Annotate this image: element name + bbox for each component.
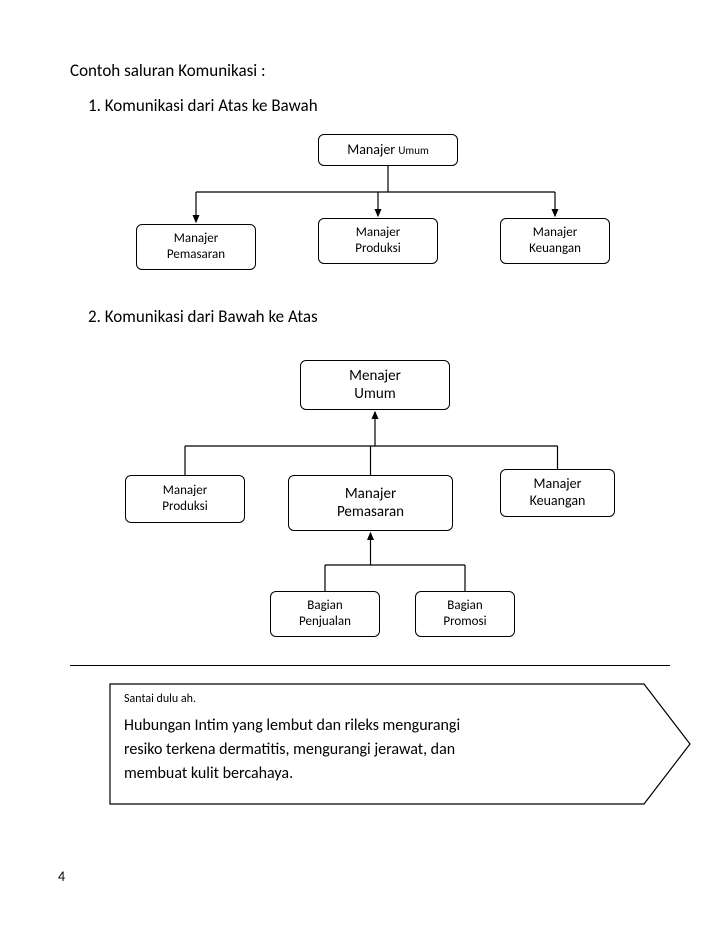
org-node: MenajerUmum bbox=[300, 360, 450, 410]
section1-heading: 1. Komunikasi dari Atas ke Bawah bbox=[88, 95, 670, 116]
page-number: 4 bbox=[58, 868, 65, 885]
diagram-top-down: Manajer Umum ManajerPemasaran ManajerProdu… bbox=[70, 124, 670, 284]
section2-heading: 2. Komunikasi dari Bawah ke Atas bbox=[88, 306, 670, 327]
callout-body-text: Hubungan Intim yang lembut dan rileks me… bbox=[124, 714, 638, 786]
org-node: Manajer Umum bbox=[318, 134, 458, 166]
callout-small-text: Santai dulu ah. bbox=[124, 692, 638, 706]
org-node: ManajerKeuangan bbox=[500, 218, 610, 264]
page-title: Contoh saluran Komunikasi : bbox=[70, 60, 670, 81]
org-node: ManajerProduksi bbox=[318, 218, 438, 264]
divider-line bbox=[70, 665, 670, 666]
callout-box: Santai dulu ah. Hubungan Intim yang lembu… bbox=[70, 674, 670, 814]
org-node: BagianPenjualan bbox=[270, 591, 380, 637]
org-node: ManajerPemasaran bbox=[288, 475, 453, 531]
org-node: ManajerKeuangan bbox=[500, 469, 615, 517]
diagram-bottom-up: MenajerUmum ManajerProduksi ManajerPemasar… bbox=[70, 335, 670, 655]
org-node: ManajerPemasaran bbox=[136, 224, 256, 270]
org-node: ManajerProduksi bbox=[125, 475, 245, 523]
org-node: BagianPromosi bbox=[415, 591, 515, 637]
